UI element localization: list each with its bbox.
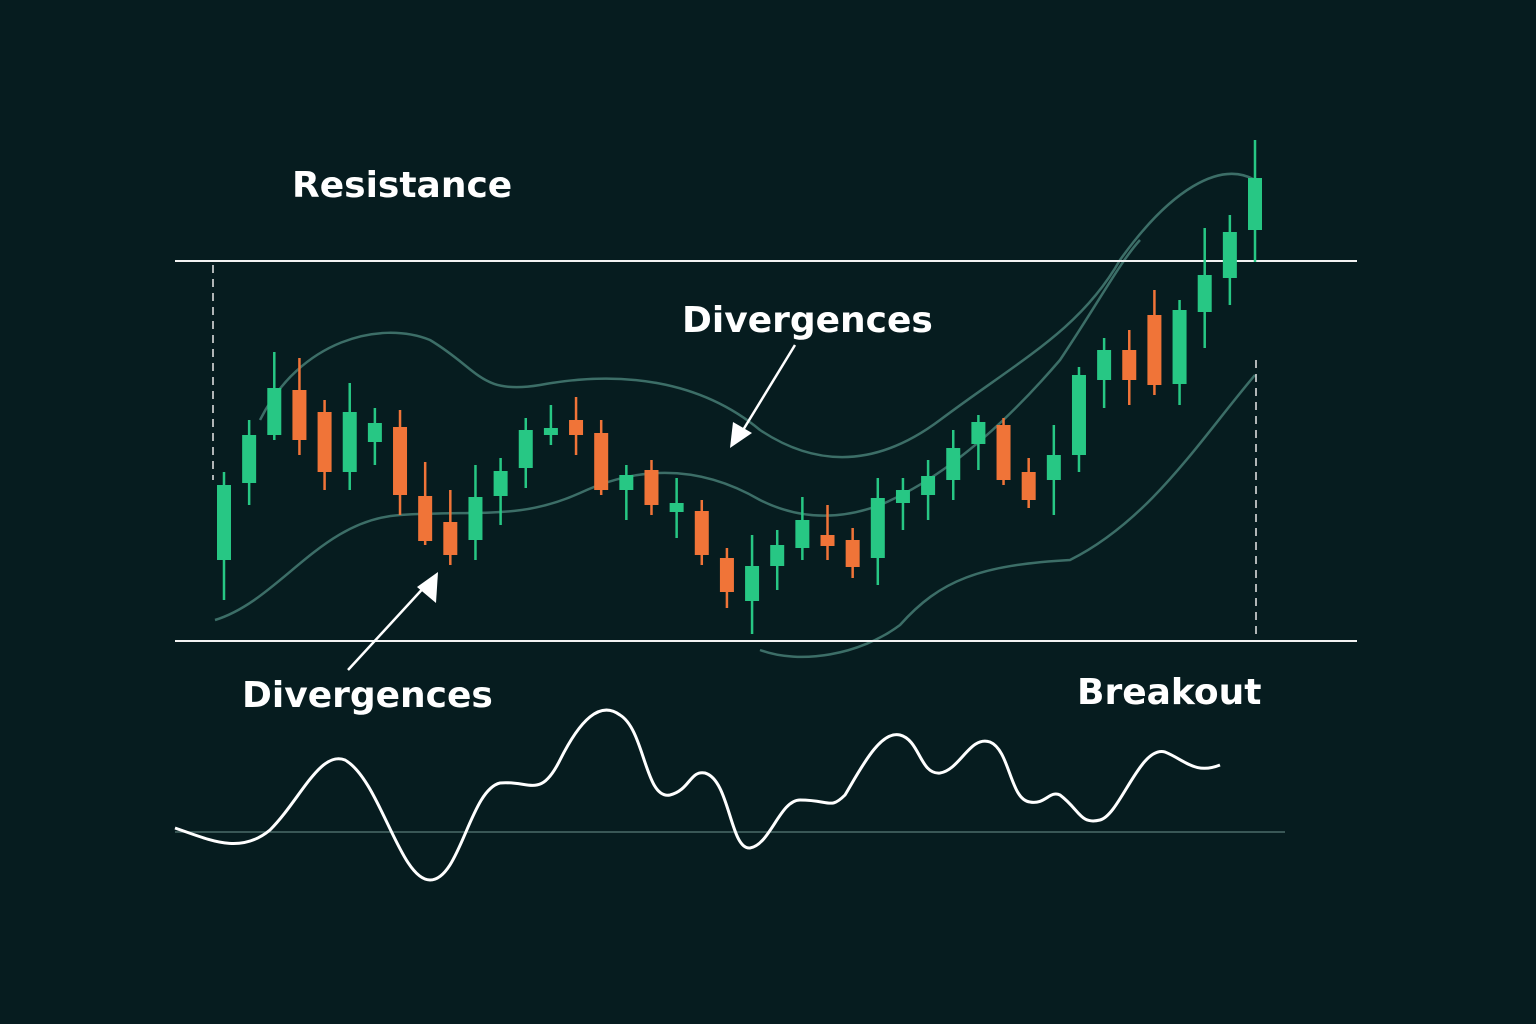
- candle-body: [619, 475, 634, 490]
- candle-body: [292, 390, 307, 440]
- candle-body: [443, 522, 458, 555]
- candle-body: [468, 497, 483, 540]
- candle-body: [845, 540, 860, 567]
- candle-body: [946, 448, 961, 480]
- candle-body: [795, 520, 810, 548]
- candles: [217, 140, 1262, 634]
- candle-body: [719, 558, 734, 592]
- annotation: Breakout: [1077, 672, 1261, 713]
- candle-body: [242, 435, 257, 483]
- candle-body: [594, 433, 609, 490]
- candle-body: [367, 423, 382, 442]
- candle-body: [1222, 232, 1237, 278]
- candle-body: [1021, 472, 1036, 500]
- candle-body: [644, 470, 659, 505]
- candle-body: [342, 412, 357, 472]
- annotation: Divergences: [682, 300, 933, 341]
- candle-body: [217, 485, 231, 560]
- candle-body: [870, 498, 885, 558]
- candle-body: [1122, 350, 1137, 380]
- arrow: [738, 344, 797, 436]
- candle-body: [694, 511, 709, 555]
- candle-body: [770, 545, 785, 566]
- arrow-head: [730, 422, 752, 448]
- arrow: [347, 582, 429, 671]
- candle-body: [1097, 350, 1112, 380]
- candle-body: [518, 430, 533, 468]
- lower-band: [759, 374, 1256, 659]
- candle-body: [1147, 315, 1162, 385]
- candle-body: [418, 496, 433, 541]
- arrow-head: [417, 572, 438, 603]
- candle-body: [921, 476, 936, 495]
- candle-body: [393, 427, 408, 495]
- candle-body: [820, 535, 835, 546]
- candle-body: [569, 420, 584, 435]
- candle-body: [971, 422, 986, 444]
- candle-body: [493, 471, 508, 496]
- annotation: Divergences: [242, 675, 493, 716]
- candle-body: [895, 490, 910, 503]
- candle-body: [1197, 275, 1212, 312]
- candle-body: [996, 425, 1011, 480]
- annotation: Resistance: [292, 165, 512, 206]
- candle-body: [1248, 178, 1262, 230]
- candle-body: [1172, 310, 1187, 384]
- candle-body: [1046, 455, 1061, 480]
- candle-body: [317, 412, 332, 472]
- middle-band: [214, 239, 1141, 622]
- oscillator: [174, 708, 1221, 882]
- candle-body: [1071, 375, 1086, 455]
- candle-body: [745, 566, 760, 601]
- candle-body: [543, 428, 558, 435]
- candle-body: [267, 388, 282, 435]
- candle-body: [669, 503, 684, 512]
